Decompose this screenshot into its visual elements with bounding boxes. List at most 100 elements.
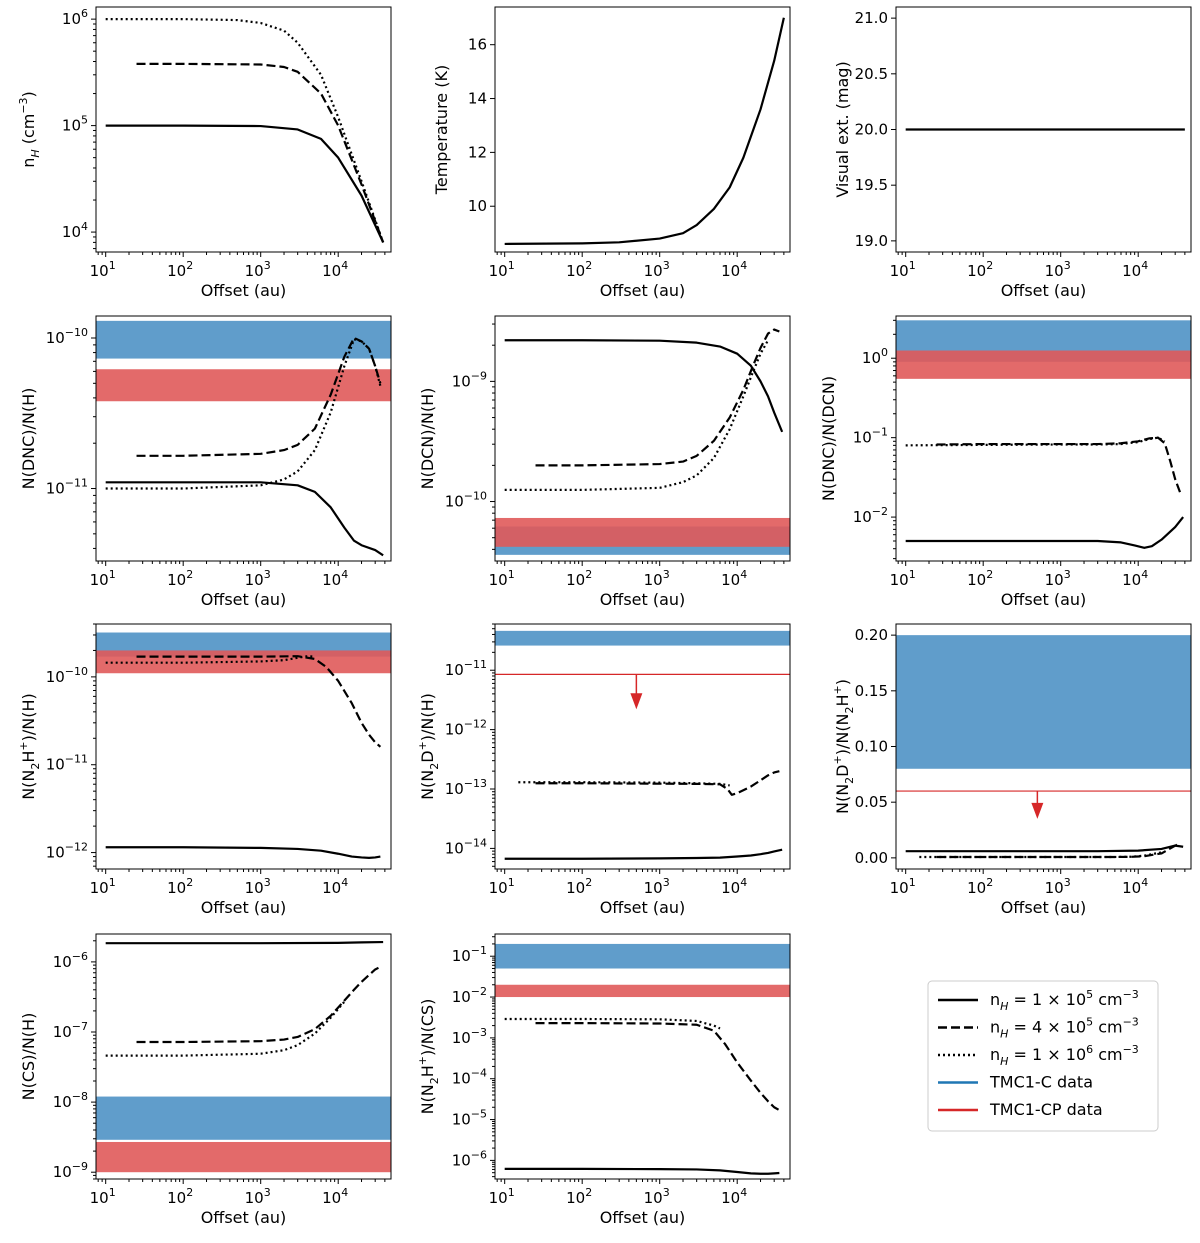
x-tick-exp: 1 (909, 568, 916, 581)
plot-area (495, 630, 790, 860)
x-tick-exp: 2 (585, 259, 592, 272)
text-span: H (19, 751, 38, 763)
y-tick-exp: −10 (65, 326, 88, 339)
y-tick-exp: −12 (464, 718, 487, 731)
nH-sub: H (1000, 1028, 1008, 1041)
y-tick-exp: −7 (72, 1020, 88, 1033)
x-tick-label: 103 (644, 568, 670, 589)
x-tick-label: 102 (167, 876, 193, 897)
y-tick-label: 10−9 (53, 1160, 88, 1181)
y-tick-base: 10 (62, 10, 81, 28)
y-tick-label: 20.0 (855, 121, 888, 139)
x-tick-exp: 1 (109, 876, 116, 889)
y-tick-label: 10−4 (452, 1067, 487, 1088)
y-tick-label: 10−12 (445, 718, 487, 739)
plot-area (896, 320, 1191, 549)
series-1e6 (504, 1017, 721, 1030)
legend-label-3: TMC1-C data (989, 1073, 1093, 1092)
x-tick-base: 10 (322, 879, 341, 897)
series-4e5 (936, 436, 1182, 494)
x-tick-exp: 2 (585, 876, 592, 889)
x-tick-base: 10 (890, 879, 909, 897)
x-tick-base: 10 (489, 571, 508, 589)
x-tick-label: 104 (322, 568, 348, 589)
y-tick-label: 10−3 (452, 1026, 487, 1047)
nH-unit-exp: −3 (1123, 988, 1139, 1001)
x-tick-label: 104 (1122, 876, 1148, 897)
y-tick-label: 10−12 (46, 841, 88, 862)
text-span: 2 (428, 1077, 441, 1084)
x-tick-label: 101 (890, 568, 916, 589)
series-4e5 (136, 655, 382, 748)
y-tick-exp: −3 (471, 1026, 487, 1039)
y-tick-label: 10−14 (445, 836, 487, 857)
x-tick-base: 10 (489, 879, 508, 897)
y-tick-label: 10−10 (46, 326, 88, 347)
x-tick-exp: 4 (341, 259, 348, 272)
x-tick-base: 10 (167, 1189, 186, 1207)
y-tick-base: 10 (445, 493, 464, 511)
x-tick-exp: 3 (1064, 568, 1071, 581)
y-tick-label: 10−9 (452, 369, 487, 390)
x-tick-base: 10 (1045, 262, 1064, 280)
x-tick-base: 10 (245, 1189, 264, 1207)
x-tick-exp: 1 (109, 259, 116, 272)
x-tick-exp: 2 (986, 568, 993, 581)
x-tick-exp: 4 (740, 568, 747, 581)
y-tick-exp: −6 (471, 1148, 487, 1161)
y-tick-label: 10−5 (452, 1108, 487, 1129)
x-tick-exp: 3 (264, 568, 271, 581)
band-tmc1-cp (96, 369, 391, 402)
x-tick-base: 10 (967, 879, 986, 897)
nH-unit: cm (1093, 990, 1122, 1009)
nH-coef: = 1 × 10 (1008, 990, 1086, 1009)
x-tick-base: 10 (967, 571, 986, 589)
series-1e5 (905, 844, 1184, 853)
y-tick-label: 10−10 (445, 490, 487, 511)
x-tick-exp: 1 (909, 876, 916, 889)
nH-n: n (990, 990, 1000, 1009)
x-tick-exp: 3 (663, 259, 670, 272)
series-1e5 (105, 124, 385, 243)
y-tick-exp: −11 (65, 477, 88, 490)
x-tick-exp: 3 (1064, 259, 1071, 272)
x-tick-base: 10 (322, 1189, 341, 1207)
band-tmc1-cp (495, 984, 790, 998)
text-span: D (418, 750, 437, 762)
axes-frame (494, 623, 791, 870)
y-axis-label: N(DCN)/N(H) (418, 388, 437, 490)
x-axis-label: Offset (au) (600, 1208, 686, 1227)
plot-area (896, 635, 1191, 859)
x-tick-label: 101 (90, 876, 116, 897)
text-span: + (831, 755, 844, 764)
y-axis-label: N(DNC)/N(DCN) (819, 376, 838, 501)
x-tick-exp: 2 (186, 876, 193, 889)
y-tick-label: 20.5 (855, 65, 888, 83)
series-4e5 (535, 328, 780, 467)
series-1e6 (504, 339, 770, 491)
x-tick-label: 101 (489, 568, 515, 589)
legend: nH = 1 × 105 cm−3nH = 4 × 105 cm−3nH = 1… (927, 980, 1159, 1132)
x-tick-exp: 1 (508, 876, 515, 889)
text-span: N(N (418, 770, 437, 800)
y-tick-exp: −2 (872, 505, 888, 518)
x-tick-base: 10 (90, 879, 109, 897)
x-axis-label: Offset (au) (1001, 281, 1087, 300)
y-tick-label: 10−7 (53, 1020, 88, 1041)
y-tick-label: 10 (468, 197, 487, 215)
x-tick-label: 103 (245, 568, 271, 589)
text-span: )/N(H) (418, 693, 437, 741)
x-axis-label: Offset (au) (600, 898, 686, 917)
text-span: H (418, 1065, 437, 1077)
y-axis-label: N(N2H+)/N(CS) (416, 999, 441, 1115)
text-span: 2 (428, 763, 441, 770)
plot-area (96, 632, 391, 859)
text-span: 2 (29, 763, 42, 770)
y-axis-label: nH (cm−3) (17, 91, 42, 168)
x-tick-label: 102 (566, 876, 592, 897)
x-tick-label: 103 (245, 1186, 271, 1207)
plot-area (495, 943, 790, 1175)
